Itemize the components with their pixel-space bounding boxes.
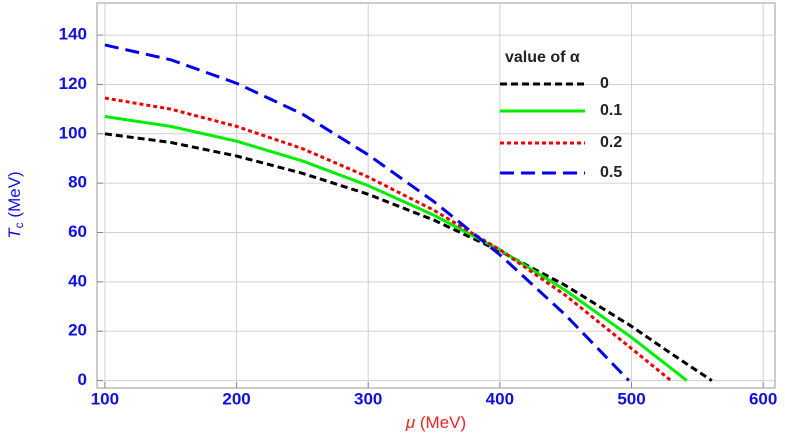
x-tick-label: 400 — [486, 389, 514, 408]
x-axis-label: μ (MeV) — [405, 413, 466, 432]
series-line — [104, 96, 672, 382]
x-tick-label: 200 — [222, 389, 250, 408]
y-axis-label: Tc (MeV) — [5, 171, 28, 238]
legend-title: value of α — [505, 49, 580, 66]
y-label-symbol: T — [5, 227, 24, 239]
x-label-unit: (MeV) — [420, 413, 466, 432]
y-tick-label: 80 — [68, 173, 87, 192]
plot-frame — [96, 2, 776, 389]
x-label-symbol: μ — [405, 413, 416, 432]
x-tick-label: 100 — [91, 389, 119, 408]
legend-label: 0 — [600, 75, 609, 92]
x-tick-label: 500 — [617, 389, 645, 408]
y-tick-label: 120 — [59, 74, 87, 93]
y-tick-label: 0 — [78, 370, 87, 389]
legend-label: 0.1 — [600, 102, 622, 119]
series-line — [104, 132, 713, 382]
y-tick-label: 40 — [68, 271, 87, 290]
series-line — [104, 115, 688, 382]
x-tick-label: 300 — [354, 389, 382, 408]
y-tick-label: 100 — [59, 123, 87, 142]
y-tick-label: 140 — [59, 25, 87, 44]
legend-label: 0.5 — [600, 164, 622, 181]
x-tick-label: 600 — [749, 389, 777, 408]
y-label-unit: (MeV) — [5, 171, 24, 217]
series-line — [104, 43, 630, 382]
legend-label: 0.2 — [600, 134, 622, 151]
y-label-subscript: c — [12, 222, 26, 228]
y-tick-label: 60 — [68, 222, 87, 241]
y-tick-label: 20 — [68, 321, 87, 340]
